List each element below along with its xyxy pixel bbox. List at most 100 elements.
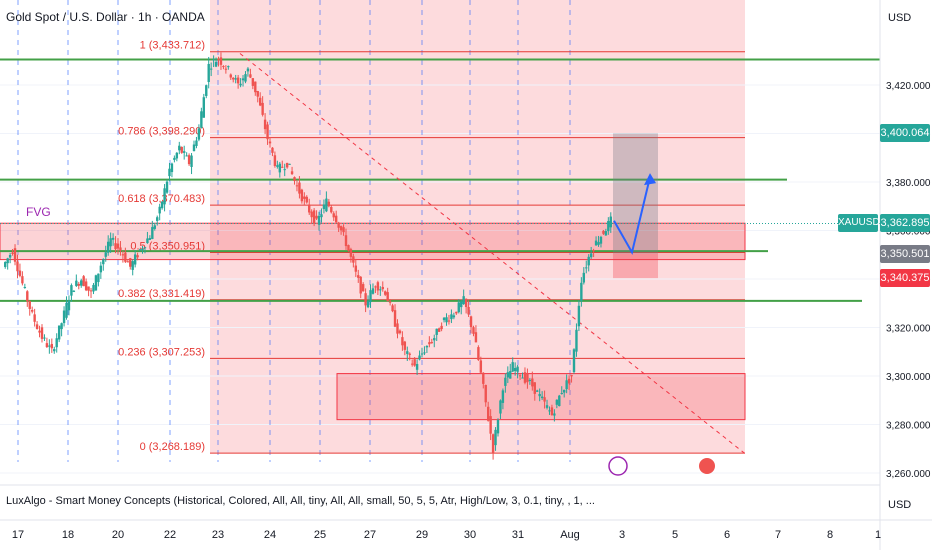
fib-level-label: 0.786 (3,398.290) [118, 126, 205, 138]
candle-body [447, 320, 451, 322]
candle-body [82, 276, 85, 287]
candle-body [430, 342, 434, 344]
x-tick-label: 25 [314, 529, 326, 541]
candle-body [26, 291, 29, 302]
candle-body [146, 238, 149, 244]
candle-body [268, 141, 272, 144]
candle-body [337, 222, 340, 228]
candle-body [420, 353, 424, 355]
candle-body [151, 227, 154, 239]
candle-body [165, 181, 169, 193]
candle-body [511, 362, 514, 372]
candle-body [148, 238, 152, 240]
x-tick-label: 20 [112, 529, 124, 541]
candle-body [489, 416, 492, 434]
candle-body [141, 248, 144, 251]
candle-body [594, 240, 598, 246]
y-tick-label: 3,380.000 [886, 178, 931, 189]
candle-body [496, 419, 500, 434]
candle-body [290, 171, 294, 175]
x-tick-label: 24 [264, 529, 276, 541]
candle-body [72, 290, 76, 292]
x-tick-label: Aug [560, 529, 580, 541]
x-tick-label: 27 [364, 529, 376, 541]
candle-body [202, 97, 206, 118]
candle-body [467, 306, 470, 315]
candle-body [80, 280, 83, 286]
candle-body [386, 292, 389, 302]
candle-body [60, 323, 63, 330]
candle-body [317, 215, 321, 225]
candle-body [251, 78, 255, 86]
candle-body [464, 298, 468, 308]
candle-body [543, 397, 546, 402]
candle-body [526, 373, 529, 383]
candle-body [536, 390, 539, 392]
candle-body [67, 300, 71, 311]
x-tick-label: 23 [212, 529, 224, 541]
candle-body [472, 327, 475, 334]
candle-body [580, 282, 583, 302]
projection-arrowhead [644, 173, 656, 186]
candle-body [491, 434, 495, 453]
candle-body [239, 83, 242, 86]
candle-body [384, 291, 387, 295]
y-tick-label: 3,320.000 [886, 324, 931, 335]
candle-body [570, 374, 573, 377]
candle-body [303, 196, 306, 199]
candle-body [38, 330, 41, 333]
symbol-badge: XAUUSD [838, 214, 880, 233]
candle-body [369, 290, 372, 303]
candle-body [330, 206, 333, 213]
candle-body [187, 155, 191, 165]
candle-body [160, 201, 164, 209]
candle-body [347, 245, 350, 251]
candle-body [558, 395, 561, 407]
candle-body [344, 235, 348, 247]
candle-body [607, 220, 610, 232]
candle-body [359, 276, 362, 294]
indicator-legend[interactable]: LuxAlgo - Smart Money Concepts (Historic… [6, 495, 595, 507]
candle-body [592, 250, 595, 252]
candle-body [227, 66, 230, 68]
x-tick-label: 6 [724, 529, 730, 541]
candle-body [484, 384, 487, 403]
candle-body [538, 393, 541, 397]
candle-body [43, 337, 46, 339]
candle-body [357, 275, 360, 278]
candle-body [589, 253, 593, 258]
candle-body [334, 215, 338, 223]
fib-level-label: 0.618 (3,370.483) [118, 193, 205, 205]
candle-body [217, 58, 220, 60]
candle-body [229, 74, 232, 78]
candle-body [278, 163, 282, 173]
candle-body [553, 413, 556, 416]
candle-body [175, 152, 179, 159]
candle-body [104, 252, 107, 257]
candle-body [224, 68, 228, 70]
candle-body [393, 310, 397, 327]
candle-body [232, 77, 235, 80]
candle-body [374, 286, 377, 288]
price-axis-unit[interactable]: USD [888, 12, 912, 24]
y-tick-label: 3,300.000 [886, 372, 931, 383]
fib-level-label: 0.236 (3,307.253) [118, 346, 205, 358]
candle-body [143, 247, 147, 249]
x-tick-label: 1 [875, 529, 881, 541]
candle-body [57, 325, 61, 340]
candle-body [178, 145, 181, 151]
x-tick-label: 22 [164, 529, 176, 541]
candle-body [545, 405, 549, 408]
candle-body [486, 406, 490, 421]
candle-body [548, 410, 551, 412]
candle-body [572, 349, 576, 373]
candle-body [577, 305, 581, 327]
candle-body [406, 351, 409, 354]
candle-body [33, 314, 36, 322]
indicator-axis-unit[interactable]: USD [888, 499, 912, 511]
candle-body [65, 302, 68, 318]
candle-body [212, 59, 215, 61]
candle-body [182, 151, 186, 153]
candle-body [567, 378, 571, 384]
